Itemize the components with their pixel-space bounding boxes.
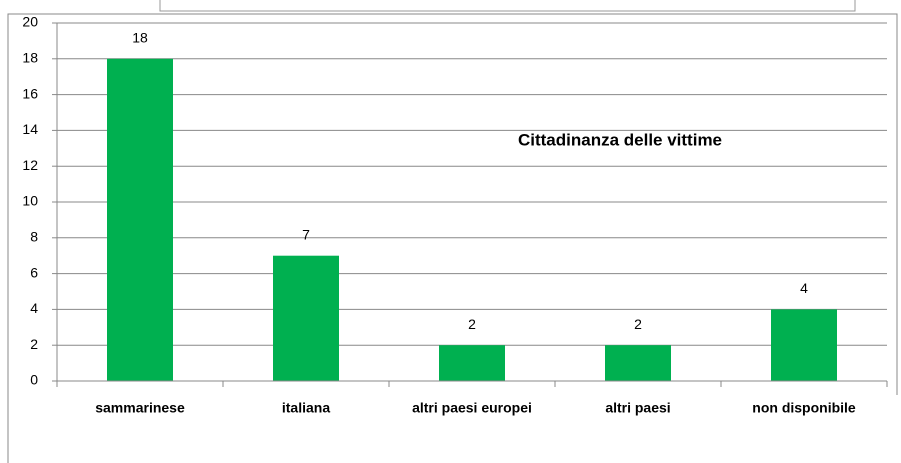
y-tick-label: 10 xyxy=(22,193,38,209)
y-tick-label: 0 xyxy=(30,372,38,388)
data-label: 2 xyxy=(468,316,476,332)
x-tick-label: non disponibile xyxy=(752,400,856,416)
data-label: 7 xyxy=(302,226,310,242)
bar xyxy=(107,58,173,382)
x-tick-label: sammarinese xyxy=(95,400,185,416)
chart-frame xyxy=(7,13,898,463)
data-label: 4 xyxy=(800,280,808,296)
x-tick-label: italiana xyxy=(282,400,330,416)
y-tick-label: 14 xyxy=(22,121,38,137)
y-tick-label: 6 xyxy=(30,264,38,280)
y-tick-label: 16 xyxy=(22,85,38,101)
bar xyxy=(771,309,837,381)
data-label: 2 xyxy=(634,316,642,332)
y-tick-label: 12 xyxy=(22,157,38,173)
y-tick-label: 2 xyxy=(30,336,38,352)
title-frame xyxy=(159,0,856,12)
y-tick-label: 18 xyxy=(22,50,38,66)
bar xyxy=(273,255,339,381)
y-tick-label: 20 xyxy=(22,14,38,30)
bar xyxy=(439,345,505,381)
y-tick-label: 8 xyxy=(30,229,38,245)
bar xyxy=(605,345,671,381)
chart-title: Cittadinanza delle vittime xyxy=(518,130,722,149)
y-tick-label: 4 xyxy=(30,300,38,316)
x-tick-label: altri paesi europei xyxy=(412,400,532,416)
x-tick-label: altri paesi xyxy=(605,400,670,416)
data-label: 18 xyxy=(132,30,148,46)
